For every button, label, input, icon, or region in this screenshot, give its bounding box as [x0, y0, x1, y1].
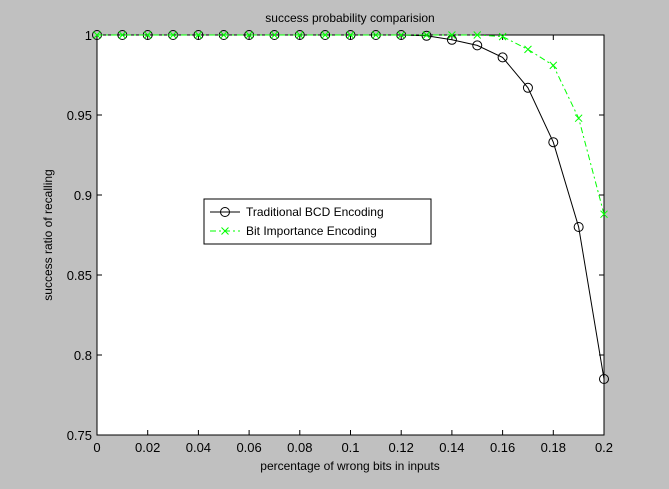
- x-tick-label: 0.16: [490, 440, 515, 455]
- data-point-x: [574, 114, 583, 123]
- legend-label-bit-importance: Bit Importance Encoding: [246, 224, 377, 238]
- x-tick-label: 0.1: [341, 440, 359, 455]
- data-point-x: [371, 31, 380, 39]
- data-point-x: [473, 31, 482, 39]
- x-tick-label: 0.18: [541, 440, 566, 455]
- data-point-x: [118, 31, 127, 39]
- data-point-x: [270, 31, 279, 39]
- legend-marker-bit-importance: [221, 227, 229, 235]
- x-tick-label: 0.2: [595, 440, 613, 455]
- x-tick-label: 0.02: [135, 440, 160, 455]
- legend-marker-traditional: [220, 207, 230, 217]
- data-point-circle: [573, 222, 584, 232]
- x-tick-label: 0.14: [439, 440, 464, 455]
- x-tick-label: 0.04: [186, 440, 211, 455]
- data-point-x: [549, 61, 558, 70]
- y-axis-label: success ratio of recalling: [41, 169, 55, 300]
- data-point-circle: [472, 40, 483, 51]
- y-tick-label: 1: [85, 28, 92, 43]
- x-tick-label: 0.12: [389, 440, 414, 455]
- y-tick-label: 0.9: [74, 188, 92, 203]
- data-point-x: [498, 32, 507, 41]
- data-point-x: [346, 31, 355, 39]
- y-axis-ticks: 0.75 0.8 0.85 0.9 0.95 1: [67, 28, 604, 443]
- y-tick-label: 0.8: [74, 348, 92, 363]
- data-point-x: [600, 210, 608, 219]
- data-point-circle: [522, 82, 533, 93]
- x-tick-label: 0.08: [287, 440, 312, 455]
- data-point-x: [321, 31, 330, 39]
- data-point-circle: [320, 30, 331, 40]
- y-tick-label: 0.85: [67, 268, 92, 283]
- data-point-x: [169, 31, 177, 39]
- legend: Traditional BCD Encoding Bit Importance …: [203, 198, 432, 245]
- legend-label-traditional: Traditional BCD Encoding: [246, 205, 384, 219]
- data-point-circle: [497, 52, 508, 63]
- data-point-x: [219, 31, 228, 39]
- data-point-circle: [421, 30, 432, 41]
- series-layer: [92, 30, 609, 384]
- data-point-x: [422, 31, 431, 39]
- data-point-x: [245, 31, 253, 39]
- data-point-x: [295, 31, 304, 39]
- y-tick-label: 0.75: [67, 428, 92, 443]
- y-tick-label: 0.95: [67, 108, 92, 123]
- data-point-circle: [599, 374, 609, 384]
- x-tick-label: 0.06: [236, 440, 261, 455]
- data-point-x: [93, 31, 101, 39]
- chart-title: success probability comparision: [265, 11, 434, 25]
- data-point-circle: [193, 30, 204, 40]
- data-point-circle: [548, 137, 559, 148]
- data-point-x: [448, 31, 456, 39]
- x-axis-label: percentage of wrong bits in inputs: [260, 459, 439, 473]
- data-point-x: [397, 31, 406, 39]
- data-point-x: [143, 31, 152, 39]
- x-tick-label: 0: [93, 440, 100, 455]
- data-point-x: [194, 31, 203, 39]
- legend-box: [203, 198, 432, 245]
- data-point-x: [524, 45, 532, 54]
- x-axis-ticks: 0 0.02 0.04 0.06 0.08 0.1 0.12 0.14 0.16 0.18 0.2: [93, 35, 613, 455]
